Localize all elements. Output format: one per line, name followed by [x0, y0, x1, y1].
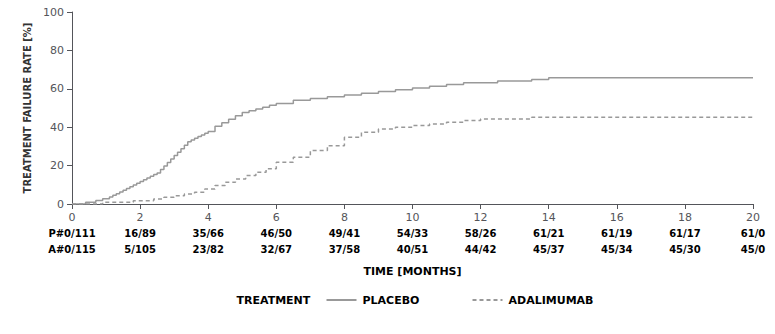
svg-text:45/37: 45/37 — [533, 244, 565, 255]
svg-text:14: 14 — [542, 211, 556, 224]
svg-text:8: 8 — [341, 211, 348, 224]
svg-text:45/30: 45/30 — [669, 244, 701, 255]
svg-text:46/50: 46/50 — [261, 228, 293, 239]
svg-text:TIME [MONTHS]: TIME [MONTHS] — [363, 265, 461, 278]
svg-text:100: 100 — [43, 6, 64, 19]
svg-text:60: 60 — [50, 82, 64, 95]
svg-text:0: 0 — [69, 211, 76, 224]
svg-text:44/42: 44/42 — [465, 244, 497, 255]
svg-text:18: 18 — [678, 211, 692, 224]
svg-text:6: 6 — [273, 211, 280, 224]
svg-text:20: 20 — [746, 211, 760, 224]
svg-text:32/67: 32/67 — [261, 244, 293, 255]
svg-text:P#0/111: P#0/111 — [48, 228, 95, 239]
svg-text:45/0: 45/0 — [741, 244, 766, 255]
svg-text:16: 16 — [610, 211, 624, 224]
svg-text:61/17: 61/17 — [669, 228, 701, 239]
svg-text:12: 12 — [474, 211, 488, 224]
svg-text:5/105: 5/105 — [124, 244, 156, 255]
svg-text:23/82: 23/82 — [192, 244, 224, 255]
svg-text:61/19: 61/19 — [601, 228, 633, 239]
svg-text:40/51: 40/51 — [397, 244, 429, 255]
svg-text:16/89: 16/89 — [124, 228, 156, 239]
svg-text:4: 4 — [205, 211, 212, 224]
svg-text:0: 0 — [57, 198, 64, 211]
svg-text:40: 40 — [50, 121, 64, 134]
svg-text:TREATMENT: TREATMENT — [237, 294, 311, 307]
svg-text:61/0: 61/0 — [741, 228, 766, 239]
svg-text:37/58: 37/58 — [329, 244, 361, 255]
svg-text:80: 80 — [50, 44, 64, 57]
svg-text:2: 2 — [137, 211, 144, 224]
svg-text:ADALIMUMAB: ADALIMUMAB — [509, 294, 594, 307]
svg-text:TREATMENT FAILURE RATE [%]: TREATMENT FAILURE RATE [%] — [22, 23, 33, 194]
svg-text:20: 20 — [50, 159, 64, 172]
svg-text:35/66: 35/66 — [192, 228, 224, 239]
svg-text:45/34: 45/34 — [601, 244, 633, 255]
svg-text:58/26: 58/26 — [465, 228, 497, 239]
svg-text:A#0/115: A#0/115 — [48, 244, 96, 255]
svg-text:PLACEBO: PLACEBO — [363, 294, 420, 307]
svg-text:61/21: 61/21 — [533, 228, 565, 239]
svg-text:54/33: 54/33 — [397, 228, 429, 239]
svg-text:10: 10 — [406, 211, 420, 224]
svg-text:49/41: 49/41 — [329, 228, 361, 239]
